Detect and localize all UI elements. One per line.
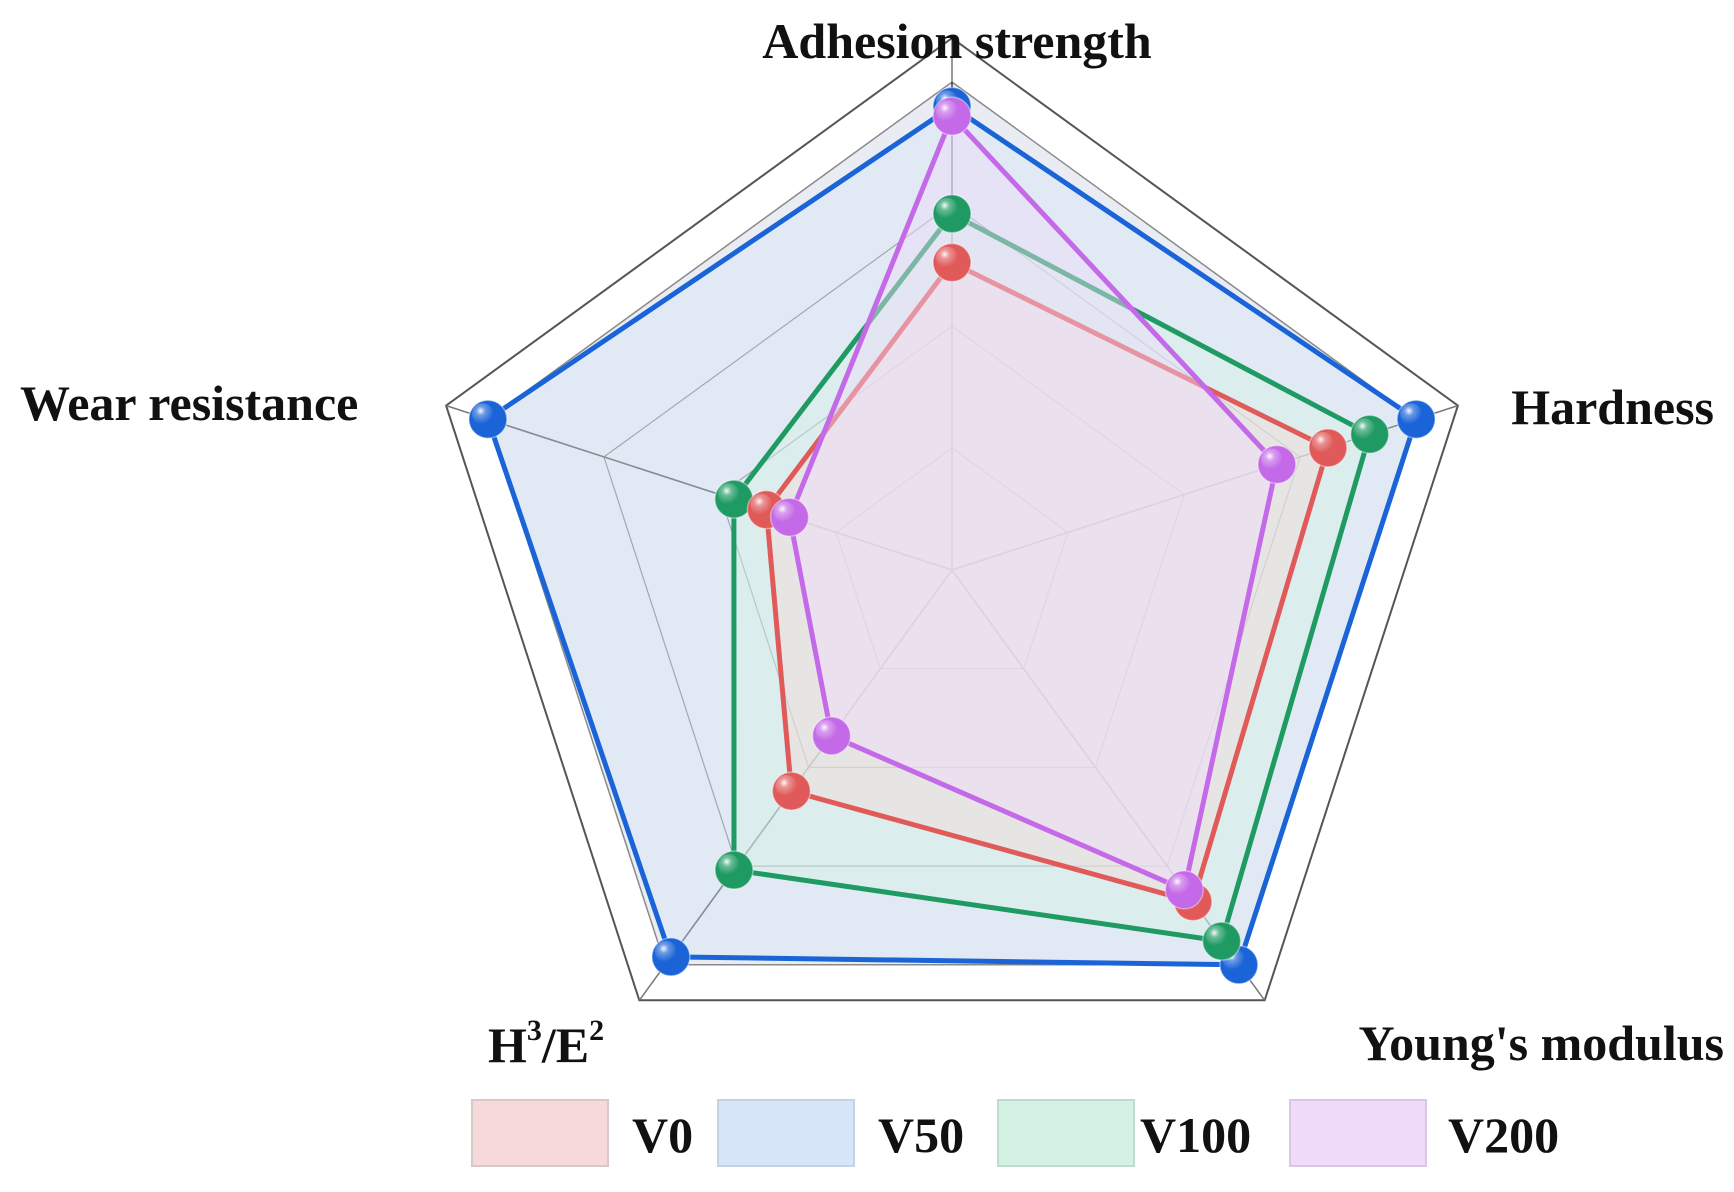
axis-label-wear-resistance: Wear resistance — [20, 375, 358, 431]
spoke-h-e — [664, 569, 953, 966]
point-v200-young-s-modulus — [1164, 870, 1205, 910]
point-v100-h-e — [714, 850, 754, 890]
grid-ring-1 — [835, 447, 1069, 670]
legend-label-v200: V200 — [1448, 1107, 1559, 1163]
legend-swatch-v50 — [717, 1099, 855, 1167]
legend-swatch-v200 — [1289, 1099, 1427, 1167]
series-line-v0 — [763, 260, 1331, 905]
axis-label-h3-e2: H3/E2 — [488, 1014, 604, 1073]
legend-swatch-v0 — [471, 1099, 609, 1167]
legend-item-v0: V0 — [471, 1099, 693, 1167]
series-area-v200 — [789, 116, 1277, 890]
axis-label-youngs-modulus: Young's modulus — [1359, 1015, 1724, 1071]
point-v0-hardness — [1308, 428, 1348, 468]
point-v50-wear-resistance — [468, 399, 508, 439]
point-v0-h-e — [771, 771, 812, 811]
legend-item-v100: V100 — [997, 1099, 1251, 1167]
point-v200-hardness — [1257, 444, 1297, 485]
point-v50-hardness — [1396, 399, 1436, 439]
series-area-v0 — [766, 262, 1328, 902]
legend-label-v0: V0 — [632, 1107, 693, 1163]
legend-label-v100: V100 — [1140, 1107, 1251, 1163]
legend-label-v50: V50 — [878, 1107, 964, 1163]
h3e2-slash-e: /E — [541, 1017, 589, 1073]
point-v50-h-e — [651, 937, 691, 977]
radar-markers — [468, 86, 1436, 985]
series-line-v100 — [731, 211, 1373, 944]
legend-item-v50: V50 — [717, 1099, 964, 1167]
series-line-v50 — [485, 103, 1419, 968]
frame-outer — [444, 36, 1460, 1002]
radar-series — [485, 103, 1419, 968]
grid-ring-3 — [603, 203, 1301, 867]
point-v200-h-e — [811, 716, 852, 756]
h3e2-h: H — [488, 1017, 527, 1073]
point-v0-adhesion-strength — [932, 242, 972, 283]
point-v100-hardness — [1349, 414, 1390, 455]
point-v200-wear-resistance — [769, 497, 810, 537]
series-line-v200 — [787, 113, 1280, 893]
h3e2-sup-2: 2 — [589, 1014, 604, 1047]
axis-label-adhesion-strength: Adhesion strength — [762, 13, 1152, 69]
legend-item-v200: V200 — [1289, 1099, 1559, 1167]
point-v200-adhesion-strength — [932, 96, 972, 136]
point-v100-adhesion-strength — [932, 194, 972, 234]
point-v100-young-s-modulus — [1201, 921, 1242, 961]
axis-label-hardness: Hardness — [1511, 379, 1714, 435]
series-area-v50 — [487, 106, 1417, 965]
legend-swatch-v100 — [997, 1099, 1135, 1167]
legend: V0 V50 V100 V200 — [471, 1099, 1559, 1167]
h3e2-sup-3: 3 — [527, 1014, 542, 1047]
